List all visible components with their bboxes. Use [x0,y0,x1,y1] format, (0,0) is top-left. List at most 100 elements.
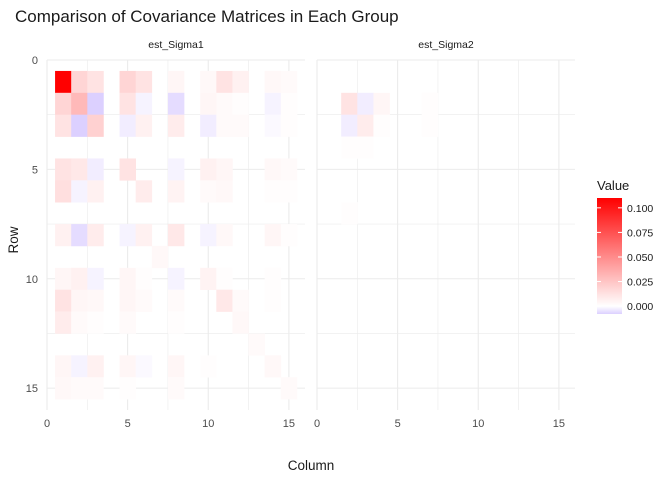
heatmap-cell [357,114,374,137]
heatmap-cell [232,289,249,312]
heatmap-cell [167,355,185,378]
heatmap-cell [232,311,249,334]
heatmap-cell [87,224,104,247]
heatmap-cell [232,114,249,137]
x-tick-label: 10 [202,418,214,430]
heatmap-cell [55,377,72,400]
heatmap-cell [280,224,298,247]
heatmap-cell [248,333,265,356]
heatmap-cell [119,311,136,334]
heatmap-cell [373,92,390,115]
heatmap-cell [167,224,185,247]
heatmap-cell [264,92,282,115]
heatmap-cell [200,158,217,181]
facet-label-est-sigma2: est_Sigma2 [418,39,474,51]
heatmap-cell [264,180,282,203]
heatmap-cell [200,224,217,247]
heatmap-cell [119,355,136,378]
heatmap-cell [216,180,233,203]
legend-tick-label: 0.050 [627,252,653,264]
heatmap-cell [55,224,72,247]
heatmap-cell [119,70,136,94]
panel-est-sigma2 [316,59,575,410]
heatmap-cell [200,180,217,203]
heatmap-cell [341,114,358,137]
heatmap-cell [216,267,233,290]
heatmap-cell [87,158,104,181]
heatmap-cell [200,92,217,115]
heatmap-cell [167,114,185,137]
heatmap-cell [373,114,390,137]
heatmap-cell [119,377,136,400]
heatmap-cell [71,267,88,290]
heatmap-cell [264,70,282,94]
heatmap-cell [357,92,374,115]
heatmap-cell [135,224,153,247]
heatmap-cell [119,267,136,290]
heatmap-cell [135,114,153,137]
panel-est-sigma1 [46,59,305,410]
heatmap-cell [200,267,217,290]
heatmap-cell [280,377,298,400]
heatmap-cell [71,224,88,247]
color-legend: Value 0.100 0.075 0.050 0.025 0.000 [597,178,653,314]
heatmap-cell [71,289,88,312]
heatmap-cell [167,158,185,181]
heatmap-cell [216,70,233,94]
heatmap-cell [87,92,104,115]
y-tick-label: 15 [26,383,38,395]
heatmap-cell [71,180,88,203]
heatmap-cell [280,158,298,181]
heatmap-cell [135,267,153,290]
heatmap-cell [55,92,72,115]
heatmap-cell [232,70,249,94]
heatmap-cell [216,289,233,312]
heatmap-cell [55,267,72,290]
heatmap-cell [87,355,104,378]
heatmap-cell [357,136,374,159]
x-tick-label: 10 [472,418,484,430]
heatmap-cell [200,114,217,137]
heatmap-cell [71,158,88,181]
x-axis-title: Column [288,458,335,473]
heatmap-cell [119,224,136,247]
heatmap-cell [341,92,358,115]
legend-colorbar [597,198,622,314]
heatmap-cell [71,92,88,115]
heatmap-cell [341,202,358,225]
heatmap-cell [341,136,358,159]
heatmap-cell [167,377,185,400]
heatmap-cell [135,355,153,378]
heatmap-cell [280,114,298,137]
heatmap-cell [55,180,72,203]
heatmap-cell [264,289,282,312]
heatmap-cell [167,289,185,312]
heatmap-cell [55,311,72,334]
legend-tick-label: 0.075 [627,227,653,239]
y-tick-label: 10 [26,274,38,286]
heatmap-cell [167,311,185,334]
heatmap-cell [216,114,233,137]
heatmap-cell [55,289,72,312]
heatmap-cell [87,311,104,334]
heatmap-cell [71,355,88,378]
heatmap-cell [55,355,72,378]
y-axis-title: Row [6,226,21,253]
y-tick-label: 0 [32,55,38,67]
legend-tick-label: 0.000 [627,301,653,313]
heatmap-cell [87,289,104,312]
x-tick-label: 15 [283,418,295,430]
legend-title: Value [597,178,629,193]
heatmap-cell [216,224,233,247]
heatmap-cell [119,158,136,181]
heatmap-cell [421,114,439,137]
heatmap-cell [135,180,153,203]
heatmap-cell [167,267,185,290]
heatmap-cell [280,92,298,115]
heatmap-cell [264,355,282,378]
x-tick-label: 0 [314,418,320,430]
heatmap-cell [280,70,298,94]
heatmap-cell [135,92,153,115]
heatmap-cell [232,92,249,115]
